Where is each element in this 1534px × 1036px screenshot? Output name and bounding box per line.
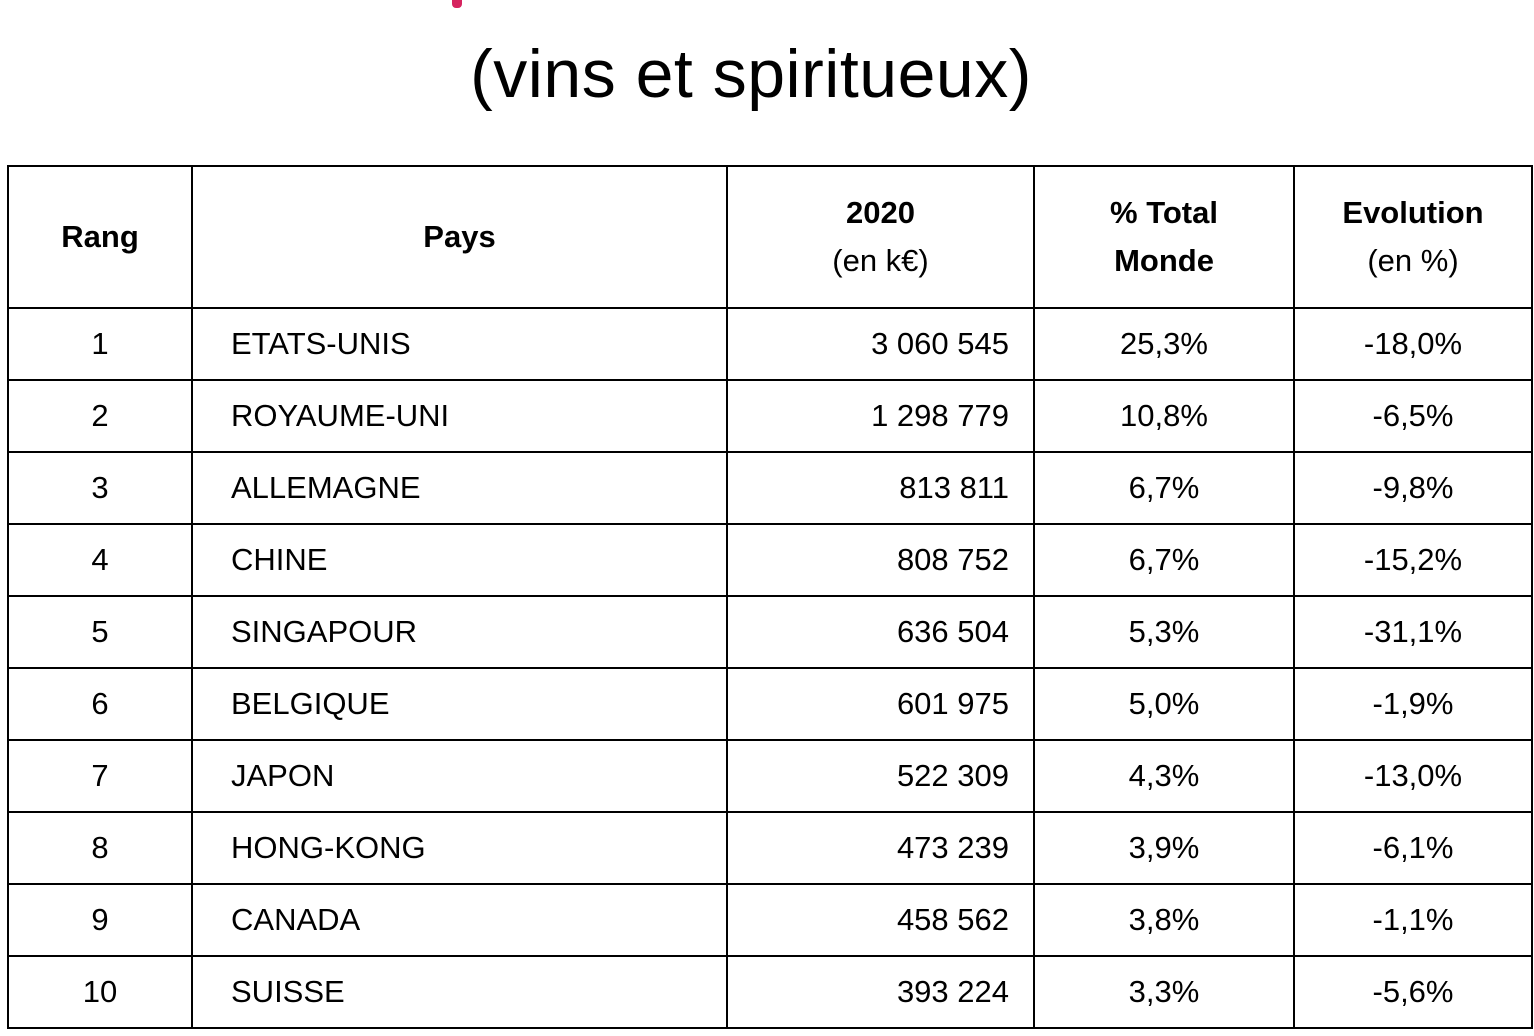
value-cell: 3 060 545 <box>726 307 1035 381</box>
table-row: 8 HONG-KONG 473 239 3,9% -6,1% <box>7 811 1533 885</box>
table-row: 9 CANADA 458 562 3,8% -1,1% <box>7 883 1533 957</box>
table-row: 5 SINGAPOUR 636 504 5,3% -31,1% <box>7 595 1533 669</box>
evolution-cell: -9,8% <box>1293 451 1533 525</box>
rank-cell: 10 <box>7 955 193 1029</box>
country-cell: CANADA <box>191 883 728 957</box>
value-cell: 808 752 <box>726 523 1035 597</box>
value-cell: 601 975 <box>726 667 1035 741</box>
country-cell: JAPON <box>191 739 728 813</box>
evolution-cell: -6,5% <box>1293 379 1533 453</box>
value-cell: 393 224 <box>726 955 1035 1029</box>
title-accent-mark <box>452 0 462 8</box>
rank-cell: 8 <box>7 811 193 885</box>
evolution-cell: -5,6% <box>1293 955 1533 1029</box>
header-value-unit: (en k€) <box>832 243 929 278</box>
value-cell: 636 504 <box>726 595 1035 669</box>
table-row: 3 ALLEMAGNE 813 811 6,7% -9,8% <box>7 451 1533 525</box>
header-rang: Rang <box>7 165 193 309</box>
evolution-cell: -1,1% <box>1293 883 1533 957</box>
rank-cell: 9 <box>7 883 193 957</box>
page-title: (vins et spiritueux) <box>470 36 1032 112</box>
rank-cell: 5 <box>7 595 193 669</box>
table-row: 2 ROYAUME-UNI 1 298 779 10,8% -6,5% <box>7 379 1533 453</box>
rank-cell: 4 <box>7 523 193 597</box>
country-cell: SINGAPOUR <box>191 595 728 669</box>
rank-cell: 2 <box>7 379 193 453</box>
pct-cell: 3,9% <box>1033 811 1295 885</box>
header-evo-line1: Evolution <box>1342 195 1484 230</box>
rank-cell: 7 <box>7 739 193 813</box>
rank-cell: 3 <box>7 451 193 525</box>
pct-cell: 5,3% <box>1033 595 1295 669</box>
value-cell: 522 309 <box>726 739 1035 813</box>
country-cell: ROYAUME-UNI <box>191 379 728 453</box>
export-ranking-table: Rang Pays 2020 (en k€) % Total Monde Evo… <box>7 165 1533 1029</box>
evolution-cell: -18,0% <box>1293 307 1533 381</box>
value-cell: 458 562 <box>726 883 1035 957</box>
value-cell: 1 298 779 <box>726 379 1035 453</box>
country-cell: HONG-KONG <box>191 811 728 885</box>
pct-cell: 3,8% <box>1033 883 1295 957</box>
country-cell: SUISSE <box>191 955 728 1029</box>
header-evolution: Evolution (en %) <box>1293 165 1533 309</box>
table-row: 6 BELGIQUE 601 975 5,0% -1,9% <box>7 667 1533 741</box>
pct-cell: 25,3% <box>1033 307 1295 381</box>
table-row: 4 CHINE 808 752 6,7% -15,2% <box>7 523 1533 597</box>
value-cell: 813 811 <box>726 451 1035 525</box>
pct-cell: 4,3% <box>1033 739 1295 813</box>
header-pct-line2: Monde <box>1114 243 1214 278</box>
evolution-cell: -6,1% <box>1293 811 1533 885</box>
pct-cell: 6,7% <box>1033 523 1295 597</box>
table-row: 7 JAPON 522 309 4,3% -13,0% <box>7 739 1533 813</box>
header-pays: Pays <box>191 165 728 309</box>
evolution-cell: -13,0% <box>1293 739 1533 813</box>
header-pct-total: % Total Monde <box>1033 165 1295 309</box>
pct-cell: 6,7% <box>1033 451 1295 525</box>
pct-cell: 5,0% <box>1033 667 1295 741</box>
pct-cell: 3,3% <box>1033 955 1295 1029</box>
header-evo-unit: (en %) <box>1367 243 1459 278</box>
header-value-year: 2020 <box>846 195 915 230</box>
rank-cell: 1 <box>7 307 193 381</box>
country-cell: ALLEMAGNE <box>191 451 728 525</box>
pct-cell: 10,8% <box>1033 379 1295 453</box>
header-pct-line1: % Total <box>1110 195 1218 230</box>
header-value-2020: 2020 (en k€) <box>726 165 1035 309</box>
table-row: 10 SUISSE 393 224 3,3% -5,6% <box>7 955 1533 1029</box>
country-cell: CHINE <box>191 523 728 597</box>
country-cell: BELGIQUE <box>191 667 728 741</box>
evolution-cell: -15,2% <box>1293 523 1533 597</box>
rank-cell: 6 <box>7 667 193 741</box>
table-header-row: Rang Pays 2020 (en k€) % Total Monde Evo… <box>7 165 1533 309</box>
country-cell: ETATS-UNIS <box>191 307 728 381</box>
evolution-cell: -31,1% <box>1293 595 1533 669</box>
evolution-cell: -1,9% <box>1293 667 1533 741</box>
value-cell: 473 239 <box>726 811 1035 885</box>
table-row: 1 ETATS-UNIS 3 060 545 25,3% -18,0% <box>7 307 1533 381</box>
